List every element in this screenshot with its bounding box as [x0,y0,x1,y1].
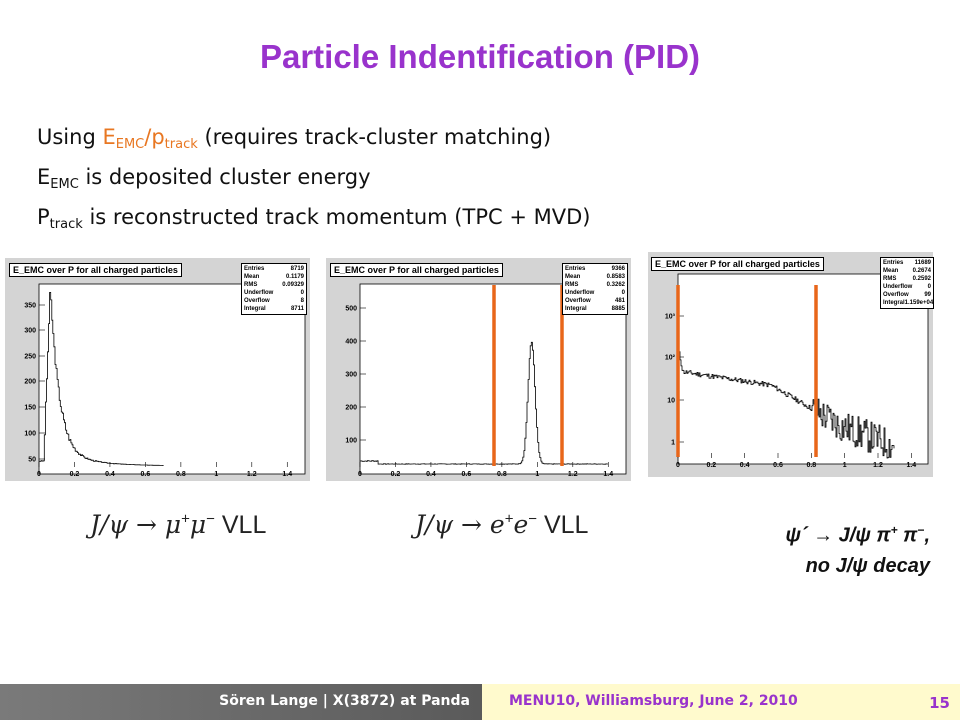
x-tick-label: 0.6 [462,471,472,478]
x-tick-label: 1.2 [568,471,578,478]
stats-row: Overflow 8 [244,298,304,304]
text-line-3: Ptrack is reconstructed track momentum (… [37,205,591,232]
histogram-panel-2: 0 0.2 0.4 0.6 0.8 1 1.2 1.4 100 200 300 400 500 E_EM… [326,258,631,481]
x-tick-label: 1.4 [282,471,292,478]
stats-row: Mean 0.8583 [565,274,625,280]
footer-author: Sören Lange | X(3872) at Panda [219,693,470,709]
footer-conference: MENU10, Williamsburg, June 2, 2010 [509,693,798,709]
histogram-curve-2 [360,341,608,465]
formula-mumu: J/ψ → μ+μ− VLL [90,510,267,539]
y-tick-label: 100 [24,431,36,438]
axes-2: 0 0.2 0.4 0.6 0.8 1 1.2 1.4 100 200 300 400 500 [345,306,613,479]
x-tick-label: 0.2 [391,471,401,478]
x-tick-label: 0.8 [176,471,186,478]
y-tick-label: 10² [665,355,676,362]
stats-row: Entries 9366 [565,266,625,272]
x-tick-label: 0 [37,471,41,478]
formula-ee: J/ψ → e+e− VLL [415,510,589,539]
x-tick-label: 1 [843,462,847,469]
y-tick-label: 150 [24,405,36,412]
x-tick-label: 1.4 [906,462,916,469]
stats-box-2: Entries 9366 Mean 0.8583 RMS 0.3262 Underflow 0… [562,263,628,315]
x-tick-label: 1 [535,471,539,478]
y-tick-label: 500 [345,306,357,313]
histogram-title-2: E_EMC over P for all charged particles [330,263,503,277]
y-tick-label: 200 [24,379,36,386]
y-tick-label: 300 [24,328,36,335]
y-tick-label: 250 [24,354,36,361]
histogram-plot-1: 0 0.2 0.4 0.6 0.8 1 1.2 1.4 50 100 150 200 250 300 350 [24,283,306,479]
stats-row: Underflow 0 [565,290,625,296]
stats-row: RMS 0.2592 [883,276,931,282]
axes-3: 0 0.2 0.4 0.6 0.8 1 1.2 1.4 1 10 10² 10³ [665,314,916,470]
footer: Sören Lange | X(3872) at Panda MENU10, W… [0,684,960,720]
stats-row: Underflow 0 [244,290,304,296]
stats-box-1: Entries 8719 Mean 0.1179 RMS 0.09329 Underflow… [241,263,307,315]
y-tick-label: 1 [671,440,675,447]
x-tick-label: 0.4 [426,471,436,478]
y-tick-label: 50 [28,457,36,464]
x-tick-label: 0.2 [70,471,80,478]
page-number: 15 [929,694,950,712]
y-tick-label: 10 [667,398,675,405]
footer-conference-bar: MENU10, Williamsburg, June 2, 2010 15 [482,684,960,720]
y-tick-label: 350 [24,303,36,310]
histogram-panel-1: 0 0.2 0.4 0.6 0.8 1 1.2 1.4 50 100 150 200 250 300 350… [5,258,310,481]
x-tick-label: 0 [676,462,680,469]
stats-row: Overflow 481 [565,298,625,304]
text-using: Using [37,125,103,149]
stats-row: Mean 0.2674 [883,268,931,274]
y-tick-label: 400 [345,339,357,346]
x-tick-label: 0.6 [773,462,783,469]
stats-row: RMS 0.3262 [565,282,625,288]
decay-line-2: no J/ψ decay [805,554,930,577]
stats-row: Integral 8885 [565,306,625,312]
slide-title: Particle Indentification (PID) [259,38,701,75]
x-tick-label: 1.2 [247,471,257,478]
histogram-plot-2: 0 0.2 0.4 0.6 0.8 1 1.2 1.4 100 200 300 400 500 [345,283,627,479]
stats-row: Integral 8711 [244,306,304,312]
decay-caption: ψ´ → J/ψ π+ π−, no J/ψ decay [785,515,930,581]
x-tick-label: 0.4 [105,471,115,478]
x-tick-label: 0 [358,471,362,478]
histogram-curve-1 [39,292,164,466]
x-tick-label: 0.6 [141,471,151,478]
x-tick-label: 1 [214,471,218,478]
stats-row: Underflow 0 [883,284,931,290]
histogram-title-3: E_EMC over P for all charged particles [651,257,824,271]
x-tick-label: 0.2 [706,462,716,469]
text-line-2: EEMC is deposited cluster energy [37,165,371,192]
decay-line-1: ψ´ → J/ψ π+ π−, [785,523,930,547]
stats-row: RMS 0.09329 [244,282,304,288]
histogram-panel-3: 0 0.2 0.4 0.6 0.8 1 1.2 1.4 1 10 10² 10³ E_EMC over… [648,252,934,477]
stats-row: Mean 0.1179 [244,274,304,280]
y-tick-label: 200 [345,405,357,412]
x-tick-label: 0.4 [740,462,750,469]
y-tick-label: 100 [345,438,357,445]
text-e-emc: EEMC/ptrack [102,125,198,152]
stats-row: Integral 1.159e+04 [883,300,934,306]
axes-1: 0 0.2 0.4 0.6 0.8 1 1.2 1.4 50 100 150 200 250 300 350 [24,303,292,479]
text-line-1: Using EEMC/ptrack (requires track-cluste… [37,125,551,152]
x-tick-label: 1.2 [873,462,883,469]
histogram-title-1: E_EMC over P for all charged particles [9,263,182,277]
stats-box-3: Entries 11689 Mean 0.2674 RMS 0.2592 Underflow… [880,257,934,309]
footer-author-bar: Sören Lange | X(3872) at Panda [0,684,482,720]
stats-row: Entries 8719 [244,266,304,272]
stats-row: Overflow 99 [883,292,931,298]
x-tick-label: 0.8 [806,462,816,469]
stats-row: Entries 11689 [883,260,931,266]
y-tick-label: 10³ [665,314,676,321]
x-tick-label: 1.4 [603,471,613,478]
x-tick-label: 0.8 [497,471,507,478]
y-tick-label: 300 [345,372,357,379]
text-requires: (requires track-cluster matching) [197,125,552,149]
histogram-curve-3 [678,347,895,459]
